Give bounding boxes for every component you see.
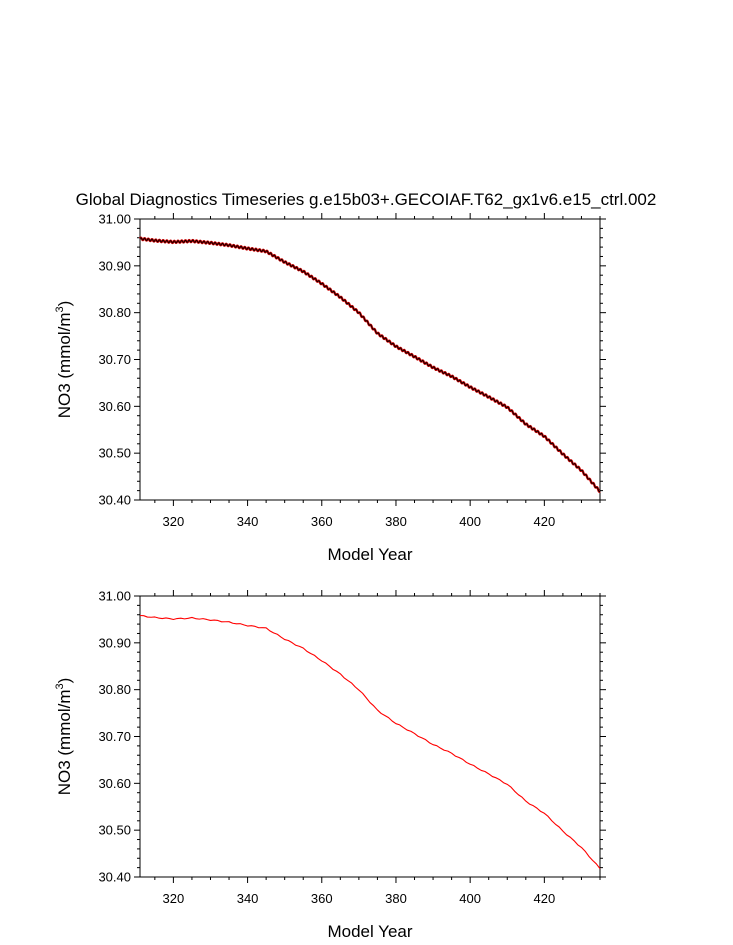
x-tick-label: 420 (534, 514, 556, 529)
y-axis-label-superscript: 3 (54, 683, 66, 689)
x-tick-label: 360 (311, 891, 333, 906)
x-tick-label: 380 (385, 891, 407, 906)
y-tick-label: 30.50 (98, 823, 131, 838)
x-tick-label: 320 (163, 514, 185, 529)
y-axis-label: NO3 (mmol/m3) (54, 301, 74, 419)
x-axis-label: Model Year (327, 922, 412, 941)
y-axis-label-superscript: 3 (54, 306, 66, 312)
x-tick-label: 340 (237, 891, 259, 906)
y-axis-label-close: ) (55, 678, 74, 684)
y-tick-label: 31.00 (98, 589, 131, 604)
y-tick-label: 31.00 (98, 212, 131, 227)
y-tick-label: 30.90 (98, 258, 131, 273)
x-tick-label: 340 (237, 514, 259, 529)
y-axis-label-close: ) (55, 301, 74, 307)
chart-title: Global Diagnostics Timeseries g.e15b03+.… (76, 190, 657, 209)
series-line-monthly-halo (138, 236, 601, 493)
timeseries-panel-annual: 320 340 360 380 400 420 30.40 30.50 30.60 30.70 30… (54, 589, 606, 941)
x-tick-label: 400 (459, 891, 481, 906)
x-tick-label: 420 (534, 891, 556, 906)
x-tick-label: 320 (163, 891, 185, 906)
y-tick-label: 30.80 (98, 305, 131, 320)
y-tick-label: 30.70 (98, 352, 131, 367)
plot-frame (139, 595, 601, 878)
y-tick-label: 30.60 (98, 776, 131, 791)
series-line-annual (139, 614, 601, 870)
series-line-monthly (139, 237, 601, 493)
y-axis-label-main: NO3 (mmol/m (55, 313, 74, 419)
y-tick-label: 30.50 (98, 446, 131, 461)
y-axis-label: NO3 (mmol/m3) (54, 678, 74, 796)
y-tick-label: 30.70 (98, 729, 131, 744)
y-tick-label: 30.60 (98, 399, 131, 414)
x-axis-label: Model Year (327, 545, 412, 564)
plot-frame (139, 218, 601, 501)
y-tick-label: 30.90 (98, 635, 131, 650)
x-tick-label: 380 (385, 514, 407, 529)
y-tick-label: 30.40 (98, 493, 131, 508)
y-tick-label: 30.40 (98, 870, 131, 885)
y-tick-label: 30.80 (98, 682, 131, 697)
y-axis-label-main: NO3 (mmol/m (55, 690, 74, 796)
x-tick-label: 400 (459, 514, 481, 529)
timeseries-panel-monthly: 320 340 360 380 400 420 30.40 30.50 30.60 30.70 30… (54, 212, 606, 564)
x-tick-label: 360 (311, 514, 333, 529)
